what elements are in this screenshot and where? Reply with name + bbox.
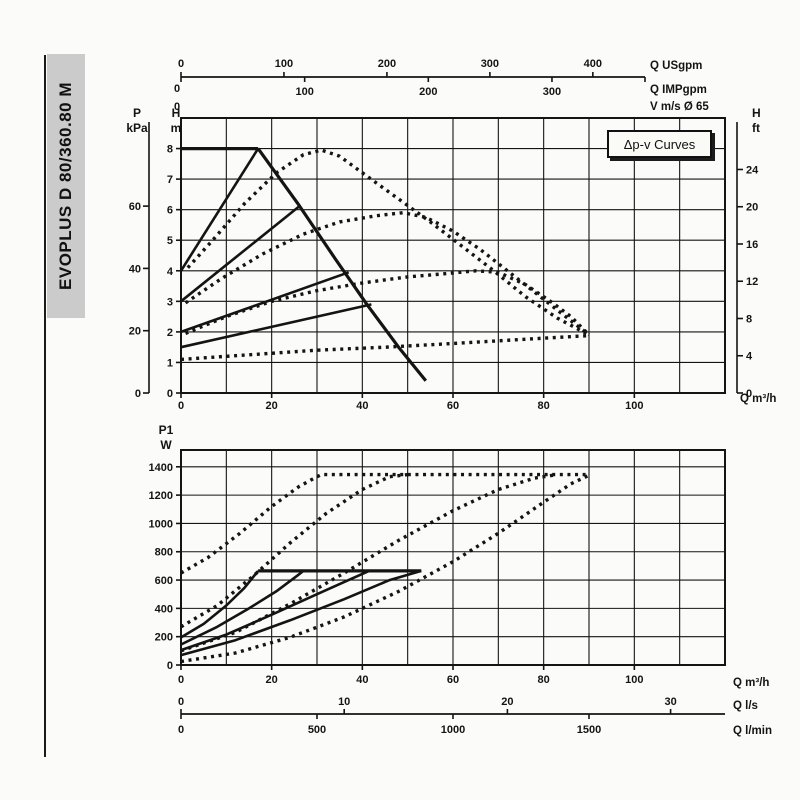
impgpm-unit-label: Q IMPgpm [650, 84, 707, 96]
kpa-axis-header: kPa [126, 121, 148, 135]
kpa-axis-header: P [133, 106, 141, 120]
dpv-curves-label: Δp-v Curves [624, 137, 696, 152]
usgpm-unit-label: Q USgpm [650, 60, 702, 72]
ft-axis-header: ft [752, 121, 760, 135]
model-sidebar: EVOPLUS D 80/360.80 M [47, 54, 85, 318]
top-qm3h-tick-label: 0 [178, 400, 184, 412]
w-axis-tick-label: 400 [155, 603, 173, 615]
ft-axis-tick-label: 16 [746, 239, 758, 251]
top-qm3h-tick-label: 20 [266, 400, 278, 412]
lmin-tick-label: 500 [308, 724, 326, 736]
lmin-tick-label: 1500 [577, 724, 601, 736]
bot-qm3h-tick-label: 100 [625, 674, 643, 686]
pump-curves-svg: 012345678Hm0204060PkPa04812162024Hft0204… [0, 0, 800, 800]
top-qm3h-tick-label: 100 [625, 400, 643, 412]
top-dotted-control-curve-3 [186, 271, 590, 335]
ls-tick-label: 20 [501, 696, 513, 708]
w-axis-tick-label: 1000 [149, 518, 173, 530]
ft-axis-tick-label: 4 [746, 351, 753, 363]
usgpm-tick-label: 100 [275, 58, 293, 70]
h-axis-tick-label: 7 [167, 174, 173, 186]
w-axis-tick-label: 1400 [149, 462, 173, 474]
w-axis-tick-label: 600 [155, 575, 173, 587]
w-axis-tick-label: 1200 [149, 490, 173, 502]
top-dotted-control-curve-4 [181, 336, 589, 360]
kpa-axis-tick-label: 40 [129, 263, 141, 275]
v-scale-zero-label: 0 [174, 101, 180, 113]
ft-axis-tick-label: 12 [746, 276, 758, 288]
usgpm-tick-label: 300 [481, 58, 499, 70]
ls-tick-label: 0 [178, 696, 184, 708]
ft-axis-header: H [752, 106, 761, 120]
ls-tick-label: 10 [338, 696, 350, 708]
kpa-axis-tick-label: 60 [129, 201, 141, 213]
bot-qm3h-tick-label: 80 [538, 674, 550, 686]
w-axis-tick-label: 200 [155, 632, 173, 644]
h-axis-tick-label: 5 [167, 235, 173, 247]
w-axis-tick-label: 800 [155, 547, 173, 559]
bot-qm3h-tick-label: 40 [356, 674, 368, 686]
bot-qm3h-tick-label: 20 [266, 674, 278, 686]
bot-dotted-power-control-3 [181, 475, 557, 651]
top-qm3h-unit: Q m³/h [740, 393, 776, 405]
w-axis-header: W [160, 438, 172, 452]
h-axis-tick-label: 8 [167, 144, 173, 156]
kpa-axis-tick-label: 0 [135, 388, 141, 400]
bot-qm3h-tick-label: 60 [447, 674, 459, 686]
h-axis-tick-label: 6 [167, 205, 173, 217]
v-scale-unit-label: V m/s Ø 65 [650, 101, 709, 113]
ls-unit-label: Q l/s [733, 700, 758, 712]
ft-axis-tick-label: 8 [746, 313, 752, 325]
top-solid-setpoint-line-3m [181, 304, 371, 347]
usgpm-tick-label: 0 [178, 58, 184, 70]
lmin-unit-label: Q l/min [733, 725, 772, 737]
w-axis-header: P1 [159, 423, 174, 437]
bot-dotted-power-control-4 [181, 475, 589, 661]
top-qm3h-tick-label: 40 [356, 400, 368, 412]
top-qm3h-tick-label: 80 [538, 400, 550, 412]
page-edge-rule [44, 55, 46, 757]
impgpm-tick-label: 100 [295, 86, 313, 98]
bot-qm3h-unit: Q m³/h [733, 677, 769, 689]
lmin-tick-label: 0 [178, 724, 184, 736]
datasheet-page: EVOPLUS D 80/360.80 M 012345678Hm0204060… [0, 0, 800, 800]
h-axis-header: m [171, 121, 182, 135]
impgpm-zero-label: 0 [174, 83, 180, 95]
lmin-tick-label: 1000 [441, 724, 465, 736]
h-axis-tick-label: 0 [167, 388, 173, 400]
top-qm3h-tick-label: 60 [447, 400, 459, 412]
usgpm-tick-label: 400 [584, 58, 602, 70]
h-axis-tick-label: 2 [167, 327, 173, 339]
h-axis-tick-label: 1 [167, 357, 173, 369]
top-solid-max-speed-curve [258, 149, 426, 381]
bot-qm3h-tick-label: 0 [178, 674, 184, 686]
h-axis-tick-label: 3 [167, 296, 173, 308]
impgpm-tick-label: 200 [419, 86, 437, 98]
ft-axis-tick-label: 24 [746, 164, 759, 176]
h-axis-tick-label: 4 [167, 266, 174, 278]
w-axis-tick-label: 0 [167, 660, 173, 672]
usgpm-tick-label: 200 [378, 58, 396, 70]
impgpm-tick-label: 300 [543, 86, 561, 98]
ls-tick-label: 30 [664, 696, 676, 708]
dpv-curves-badge: Δp-v Curves [607, 130, 712, 158]
kpa-axis-tick-label: 20 [129, 326, 141, 338]
model-label: EVOPLUS D 80/360.80 M [56, 82, 76, 290]
ft-axis-tick-label: 20 [746, 202, 758, 214]
top-dotted-control-curve-2 [186, 213, 590, 335]
